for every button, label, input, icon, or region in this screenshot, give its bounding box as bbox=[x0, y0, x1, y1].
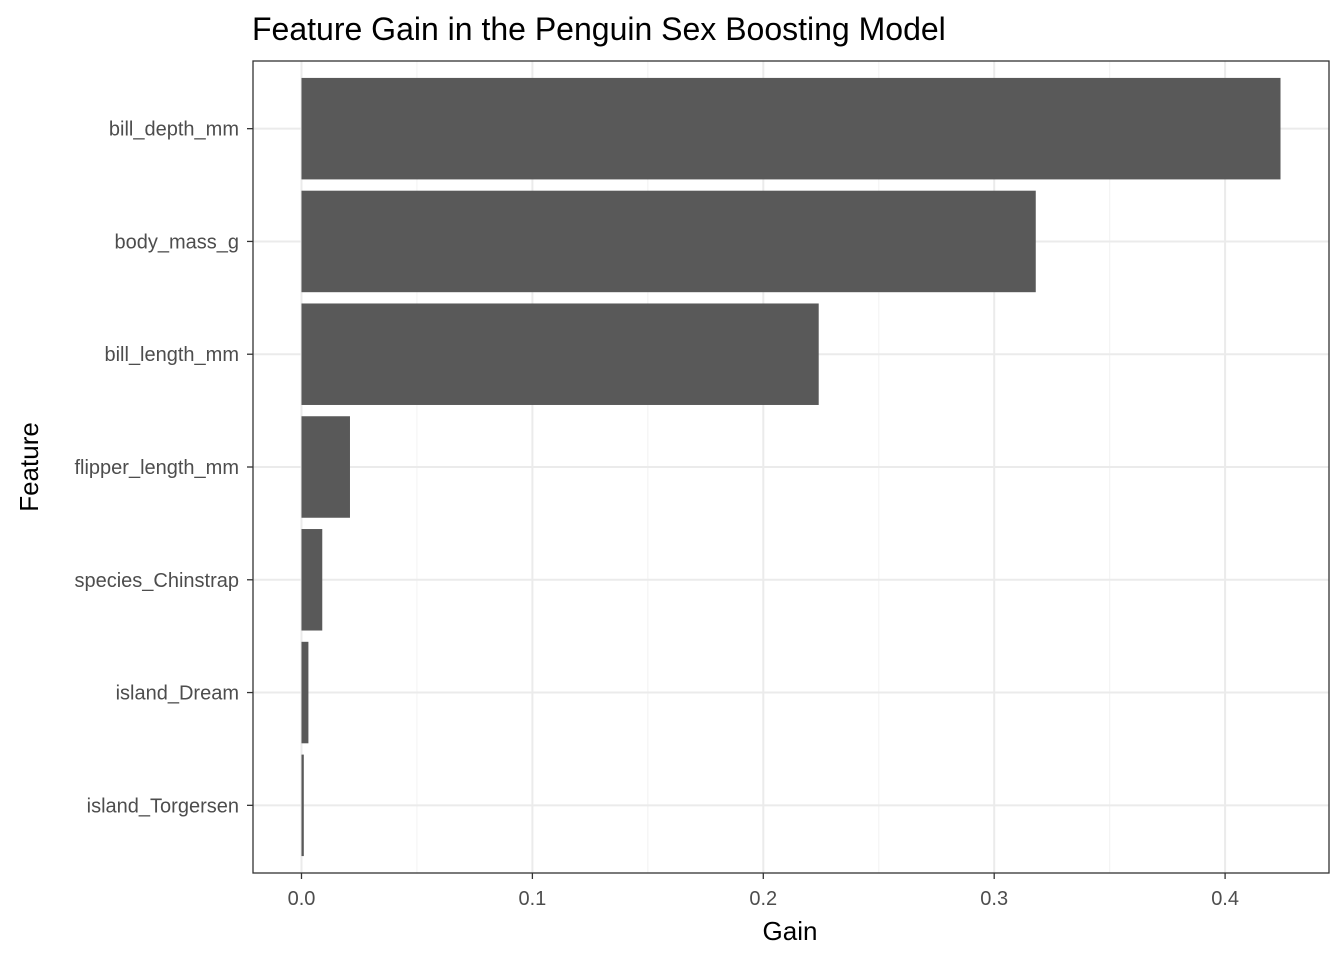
bar bbox=[301, 529, 323, 631]
y-tick-label: island_Torgersen bbox=[87, 795, 239, 817]
y-tick-label: bill_length_mm bbox=[104, 344, 239, 366]
grid-lines bbox=[253, 61, 1329, 873]
x-tick-label: 0.1 bbox=[518, 888, 546, 910]
x-axis: 0.0 0.1 0.2 0.3 0.4 bbox=[288, 873, 1239, 910]
x-tick-label: 0.0 bbox=[288, 888, 316, 910]
bar bbox=[301, 303, 819, 405]
y-tick-label: bill_depth_mm bbox=[109, 119, 239, 141]
bars bbox=[301, 77, 1281, 857]
y-axis: bill_depth_mm body_mass_g bill_length_mmfl… bbox=[74, 119, 253, 817]
y-axis-title: Feature bbox=[14, 422, 44, 512]
x-axis-title: Gain bbox=[763, 916, 818, 946]
x-tick-label: 0.2 bbox=[749, 888, 777, 910]
bar bbox=[301, 641, 309, 744]
y-tick-label: body_mass_g bbox=[114, 231, 239, 253]
y-tick-label: flipper_length_mm bbox=[74, 457, 239, 479]
chart-title: Feature Gain in the Penguin Sex Boosting… bbox=[252, 11, 946, 47]
x-tick-label: 0.4 bbox=[1211, 888, 1239, 910]
bar bbox=[301, 190, 1036, 293]
x-tick-label: 0.3 bbox=[980, 888, 1008, 910]
y-tick-label: species_Chinstrap bbox=[74, 570, 239, 592]
bar bbox=[301, 77, 1281, 180]
bar bbox=[301, 754, 304, 857]
y-tick-label: island_Dream bbox=[116, 683, 239, 705]
bar bbox=[301, 416, 350, 518]
